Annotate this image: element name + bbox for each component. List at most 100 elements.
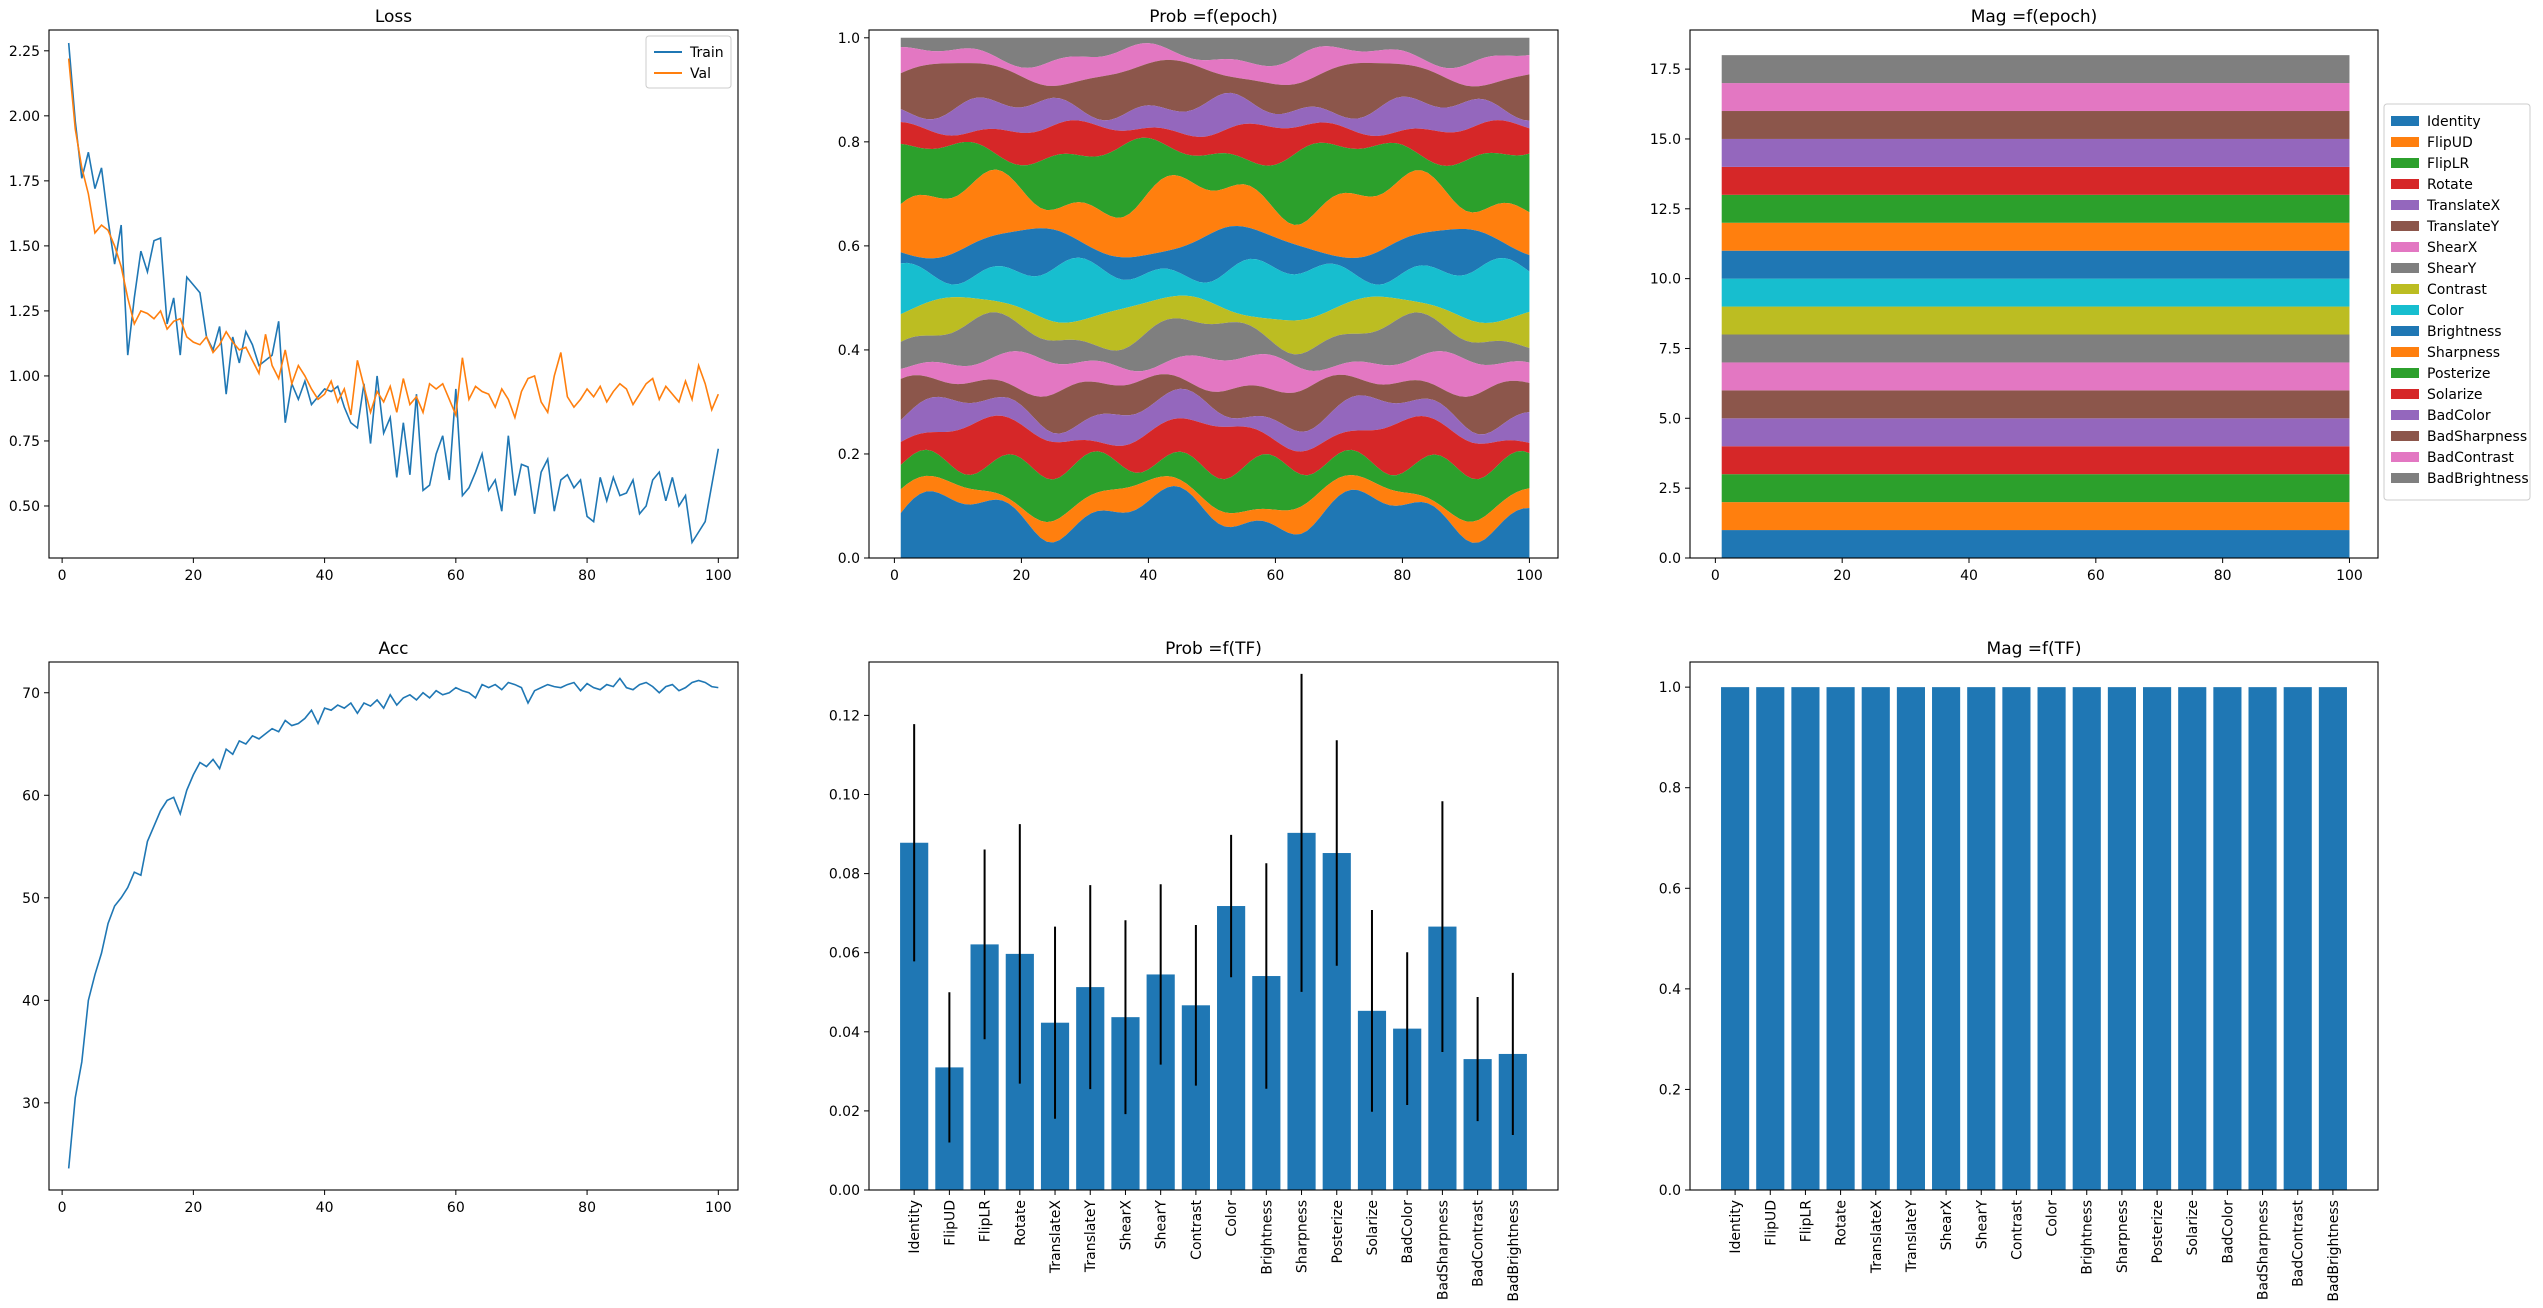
x-tick-label: BadContrast	[1471, 1200, 1487, 1287]
x-tick-label: 100	[705, 1200, 732, 1216]
x-tick-label: Identity	[907, 1200, 923, 1254]
y-tick-label: 5.0	[1659, 411, 1681, 427]
x-tick-label: Identity	[1728, 1200, 1744, 1254]
y-tick-label: 0.6	[1659, 881, 1681, 897]
legend-label: Brightness	[2427, 324, 2502, 340]
area-posterize	[900, 137, 1530, 225]
x-tick-label: 20	[184, 568, 202, 584]
y-tick-label: 2.5	[1659, 481, 1681, 497]
x-tick-label: ShearX	[1939, 1200, 1955, 1251]
y-tick-label: 0.2	[1659, 1082, 1681, 1098]
legend-label: Posterize	[2427, 366, 2491, 382]
area-identity	[900, 486, 1530, 558]
area-color	[900, 257, 1530, 324]
bar-badsharpness	[2248, 687, 2277, 1190]
y-tick-label: 1.25	[9, 304, 40, 320]
x-tick-label: 80	[578, 568, 596, 584]
y-tick-label: 0.0	[1659, 551, 1681, 567]
y-tick-label: 0.50	[9, 499, 40, 515]
bar-sheary	[1967, 687, 1996, 1190]
x-tick-label: TranslateY	[1904, 1200, 1920, 1274]
x-tick-label: 0	[58, 568, 67, 584]
band-solarize	[1721, 166, 2350, 195]
x-tick-label: 40	[316, 1200, 334, 1216]
x-tick-label: BadBrightness	[2326, 1200, 2342, 1302]
legend-label: FlipLR	[2427, 156, 2470, 172]
band-translatex	[1721, 418, 2350, 447]
band-sheary	[1721, 334, 2350, 363]
bar-color	[2037, 687, 2066, 1190]
band-flipud	[1721, 502, 2350, 531]
chart-title: Acc	[378, 639, 408, 659]
x-tick-label: 60	[1267, 568, 1285, 584]
legend-swatch	[2391, 179, 2419, 189]
x-tick-label: 20	[1012, 568, 1030, 584]
x-tick-label: BadSharpness	[1435, 1200, 1451, 1300]
y-tick-label: 10.0	[1650, 272, 1681, 288]
y-tick-label: 7.5	[1659, 341, 1681, 357]
bar-solarize	[2178, 687, 2207, 1190]
x-tick-label: Brightness	[1259, 1200, 1275, 1275]
x-tick-label: 60	[447, 1200, 465, 1216]
legend-swatch	[2391, 137, 2419, 147]
x-tick-label: 40	[316, 568, 334, 584]
bar-fliplr	[1791, 687, 1820, 1190]
area-badbrightness	[900, 37, 1530, 69]
area-contrast	[900, 295, 1530, 355]
x-tick-label: Rotate	[1834, 1200, 1850, 1246]
legend-label: Rotate	[2427, 177, 2473, 193]
area-shearx	[900, 351, 1530, 397]
series-line-train	[67, 42, 720, 545]
y-tick-label: 0.12	[829, 708, 860, 724]
plot-frame	[48, 661, 739, 1191]
band-contrast	[1721, 306, 2350, 335]
x-tick-label: 100	[705, 568, 732, 584]
x-tick-label: 40	[1139, 568, 1157, 584]
x-tick-label: Solarize	[1365, 1200, 1381, 1256]
bar-contrast	[2002, 687, 2031, 1190]
area-badcontrast	[900, 43, 1530, 87]
plot-frame	[48, 29, 739, 559]
y-tick-label: 0.8	[838, 135, 860, 151]
y-tick-label: 17.5	[1650, 62, 1681, 78]
series-line-acc	[67, 677, 719, 1169]
bar-badcontrast	[2283, 687, 2312, 1190]
x-tick-label: 0	[58, 1200, 67, 1216]
band-shearx	[1721, 362, 2350, 391]
y-tick-label: 0.6	[838, 239, 860, 255]
x-tick-label: Rotate	[1013, 1200, 1029, 1246]
area-badcolor	[900, 92, 1530, 137]
band-rotate	[1721, 446, 2350, 475]
bar-posterize	[2143, 687, 2172, 1190]
y-tick-label: 0.02	[829, 1104, 860, 1120]
y-tick-label: 2.00	[9, 109, 40, 125]
legend-label: BadContrast	[2427, 450, 2514, 466]
legend-label: BadColor	[2427, 408, 2491, 424]
legend-swatch	[2391, 305, 2419, 315]
area-brightness	[900, 225, 1530, 285]
band-badbrightness	[1721, 55, 2350, 84]
chart-title: Prob =f(TF)	[1165, 639, 1262, 659]
x-tick-label: 60	[2087, 568, 2105, 584]
bar-flipud	[1756, 687, 1785, 1190]
x-tick-label: BadColor	[1400, 1200, 1416, 1264]
x-tick-label: Brightness	[2080, 1200, 2096, 1275]
legend-swatch	[2391, 200, 2419, 210]
legend-label: BadSharpness	[2427, 429, 2527, 445]
x-tick-label: ShearY	[1974, 1200, 1990, 1250]
x-tick-label: 20	[1833, 568, 1851, 584]
band-posterize	[1721, 194, 2350, 223]
band-translatey	[1721, 390, 2350, 419]
x-tick-label: BadColor	[2220, 1200, 2236, 1264]
x-tick-label: 40	[1960, 568, 1978, 584]
x-tick-label: TranslateX	[1048, 1200, 1064, 1275]
plot-frame	[868, 29, 1559, 559]
band-brightness	[1721, 250, 2350, 279]
legend	[645, 35, 732, 89]
y-tick-label: 1.0	[838, 31, 860, 47]
chart-title: Loss	[375, 7, 412, 27]
x-tick-label: Sharpness	[1295, 1200, 1311, 1273]
chart-mag_tf: Identity FlipUD FlipLR Rotate TranslateX Tran…	[1659, 639, 2379, 1302]
x-tick-label: ShearX	[1118, 1200, 1134, 1251]
legend-label: Solarize	[2427, 387, 2483, 403]
